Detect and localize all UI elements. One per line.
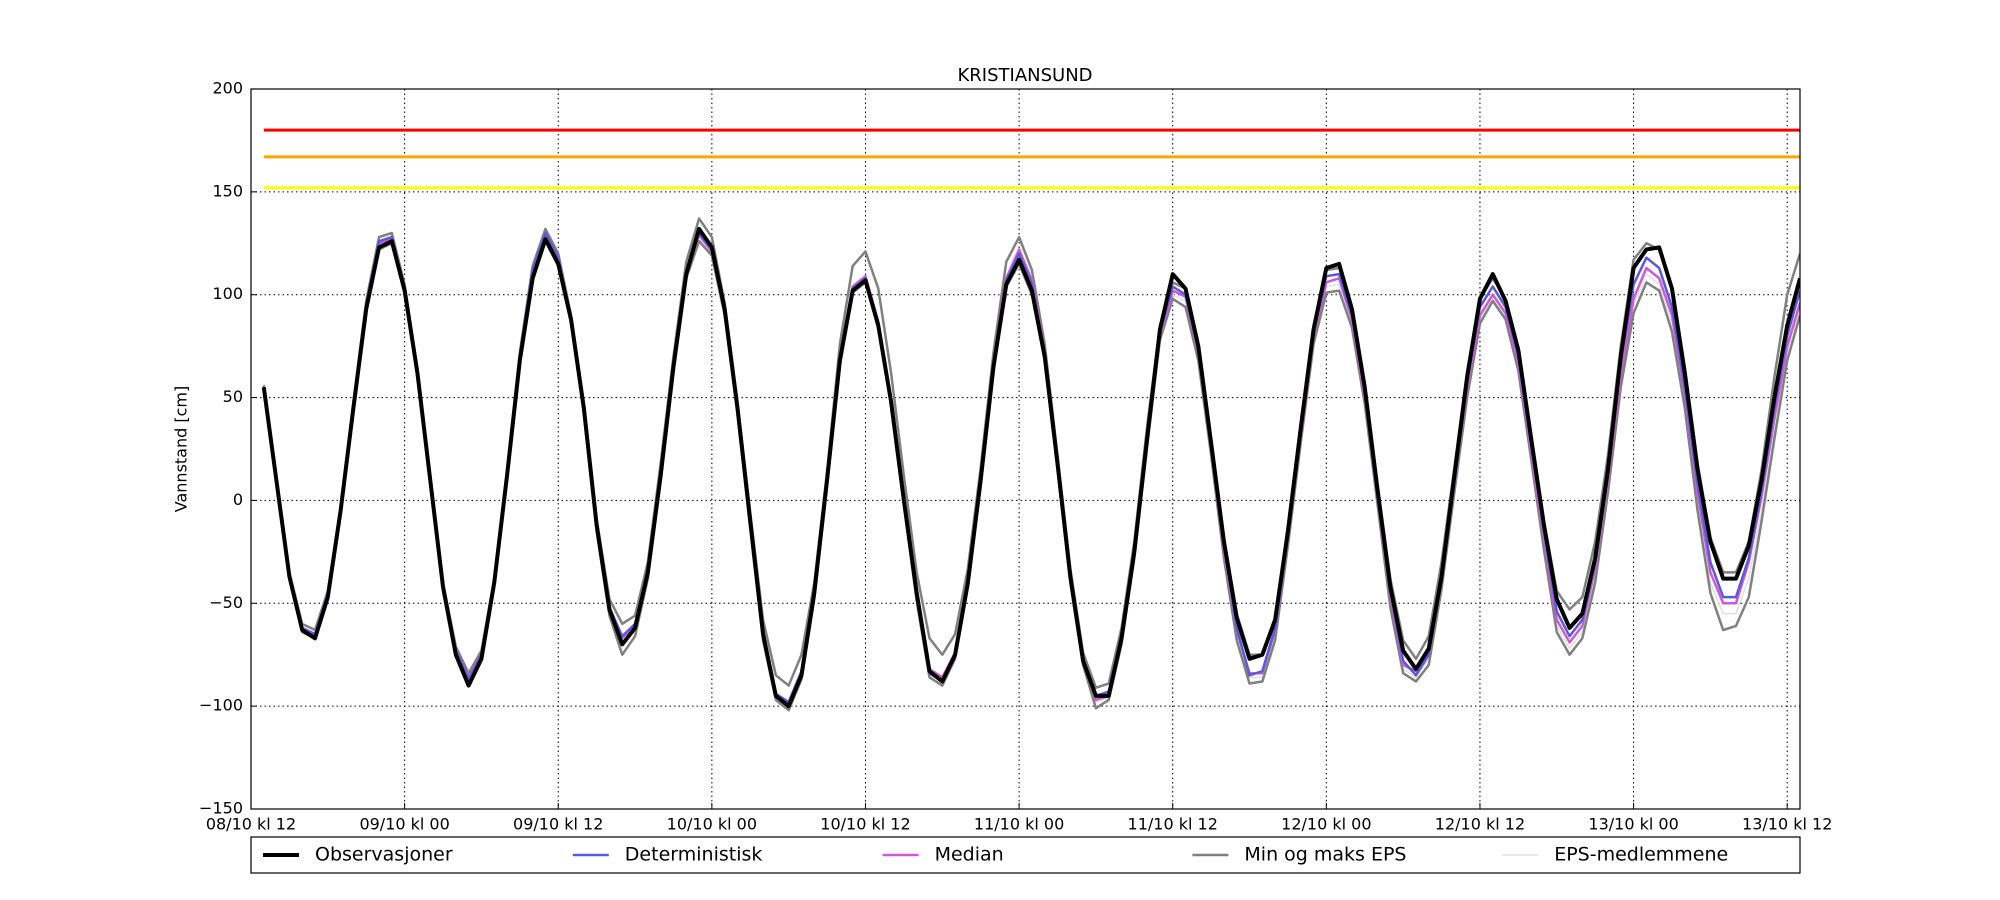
series-line (261, 226, 1800, 709)
legend-label: Deterministisk (625, 844, 763, 866)
x-tick-label: 08/10 kl 12 (206, 815, 296, 834)
y-tick-label: −100 (199, 696, 243, 715)
x-tick-label: 12/10 kl 12 (1435, 815, 1525, 834)
legend-box (250, 836, 1801, 874)
y-tick-label: 50 (223, 387, 243, 406)
y-tick-label: 100 (212, 284, 243, 303)
legend-label: Median (935, 844, 1004, 866)
x-tick-label: 12/10 kl 00 (1281, 815, 1371, 834)
legend-label: EPS-medlemmene (1554, 844, 1728, 866)
x-tick-label: 09/10 kl 00 (359, 815, 449, 834)
y-tick-label: 0 (233, 490, 243, 509)
series-line (262, 231, 1800, 704)
x-tick-label: 11/10 kl 00 (974, 815, 1064, 834)
x-tick-label: 10/10 kl 12 (820, 815, 910, 834)
y-tick-label: −50 (209, 593, 243, 612)
legend-label: Observasjoner (315, 844, 453, 866)
x-tick-label: 09/10 kl 12 (513, 815, 603, 834)
plot-area (261, 128, 1800, 712)
y-axis-label: Vannstand [cm] (172, 386, 191, 512)
chart-title: KRISTIANSUND (957, 65, 1092, 86)
plot-frame (250, 88, 1801, 810)
y-tick-label: 200 (212, 79, 243, 98)
x-tick-label: 11/10 kl 12 (1128, 815, 1218, 834)
legend-label: Min og maks EPS (1244, 844, 1406, 866)
y-tick-label: −150 (199, 799, 243, 818)
x-tick-label: 13/10 kl 00 (1588, 815, 1678, 834)
x-tick-label: 10/10 kl 00 (667, 815, 757, 834)
y-tick-label: 150 (212, 181, 243, 200)
x-tick-label: 13/10 kl 12 (1742, 815, 1832, 834)
